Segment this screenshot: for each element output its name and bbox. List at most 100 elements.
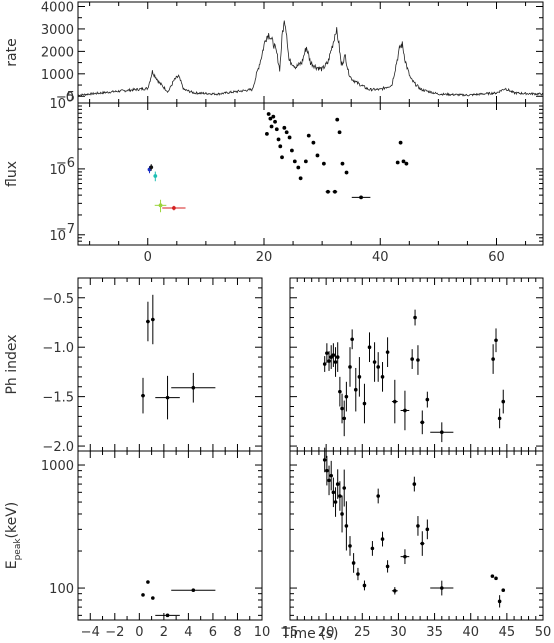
epeak-right-point [416,524,420,528]
flux-point [404,161,409,166]
flux-point [337,130,342,135]
phindex-right-point [413,315,417,320]
flux-xtick-label: 20 [256,250,273,265]
phindex-right-point [340,406,344,411]
flux-point [266,112,271,116]
epeak-right-xtick-label: 50 [535,625,552,640]
epeak-ylabel: Epeak(keV) [4,502,23,570]
phindex-left-ytick-label: −1.0 [42,341,74,356]
phindex-right-point [327,359,331,363]
flux-point [269,124,274,129]
flux-point [296,165,301,170]
phindex-right-point [344,394,349,399]
epeak-left-point [191,588,196,593]
flux-point [274,127,279,132]
epeak-right-xtick-label: 20 [318,625,335,640]
epeak-ylabel-tail: (keV) [4,502,20,539]
flux-point [278,144,283,149]
epeak-left-xtick-label: 6 [209,625,217,640]
epeak-right-point [393,588,397,593]
phindex-right-point [338,389,342,394]
flux-point [344,170,349,175]
epeak-right-point [342,486,347,490]
x-axis-label: Time (s) [281,626,339,642]
phindex-right-point [372,360,377,364]
flux-point [276,137,281,142]
epeak-right-xtick-label: 40 [462,625,479,640]
flux-point [340,161,345,166]
flux-point [395,160,400,165]
epeak-ylabel-sub: peak [13,538,23,561]
lightcurve-ytick-label: 0 [66,90,74,105]
phindex-right-point [325,351,329,355]
epeak-right-point [490,574,495,578]
phindex-right-point [497,416,502,421]
flux-point [268,116,273,121]
flux-frame [77,102,544,246]
phindex-left-ytick-label: −1.5 [42,391,74,406]
phindex-right-point [335,355,340,359]
lightcurve-ytick-label: 4000 [41,0,74,15]
epeak-right-point [322,458,327,462]
flux-ytick-exp: −7 [56,222,75,237]
phindex-left-ytick-label: −2.0 [42,440,74,455]
epeak-right-point [501,588,506,593]
flux-point [335,117,340,122]
phindex-right-point [416,358,420,362]
phindex-left-point [165,395,170,400]
phindex-left-point [191,385,196,390]
phindex-right-point [403,408,407,413]
epeak-right-point [376,494,380,498]
epeak-right-point [338,494,342,498]
flux-point [290,148,294,153]
flux-ytick-base: 10 [49,97,66,112]
flux-point [333,189,337,194]
epeak-right-point [348,544,352,548]
epeak-right-point [344,524,349,528]
phindex-right-point [348,365,352,369]
epeak-left-xtick-label: 10 [254,625,271,640]
flux-ytick-base: 10 [49,229,66,244]
phindex-right-point [501,399,506,404]
phindex-left-frame [77,277,263,452]
epeak-right-point [440,586,444,590]
flux-ytick-exp: −6 [56,156,75,171]
phindex-left-ytick-label: −0.5 [42,292,74,307]
epeak-right-point [380,537,385,541]
phindex-right-point [322,362,327,366]
flux-point [359,195,363,200]
epeak-left-point [151,596,155,600]
flux-point [273,119,277,124]
epeak-right-point [362,583,367,588]
epeak-right-point [425,527,430,532]
flux-xtick-label: 40 [372,250,389,265]
phindex-left-point [146,319,150,324]
epeak-right-xtick-label: 30 [390,625,407,640]
epeak-left-point [146,580,150,584]
flux-point [321,161,326,166]
phindex-right-point [353,387,358,392]
flux-point [158,203,163,208]
flux-point [265,131,269,136]
lightcurve-ytick-label: 1000 [41,68,74,83]
phindex-right-point [440,430,444,435]
flux-point [311,140,316,145]
phindex-right-point [331,353,336,357]
flux-point [306,133,311,138]
phindex-right-point [367,345,372,350]
flux-point [326,189,330,194]
epeak-left-xtick-label: 2 [160,625,168,640]
flux-xtick-label: 60 [488,250,505,265]
epeak-left-ytick-label: 100 [49,582,74,597]
phindex-right-point [385,350,390,354]
phindex-right-frame [289,277,544,452]
lightcurve-ylabel: rate [4,38,20,66]
flux-ytick-base: 10 [49,163,66,178]
flux-point [398,140,403,145]
epeak-right-point [331,490,336,495]
epeak-right-xtick-label: 35 [426,625,443,640]
lightcurve-ytick-label: 3000 [41,23,74,38]
flux-point [298,176,303,181]
flux-point [172,206,176,210]
epeak-right-point [356,572,360,576]
